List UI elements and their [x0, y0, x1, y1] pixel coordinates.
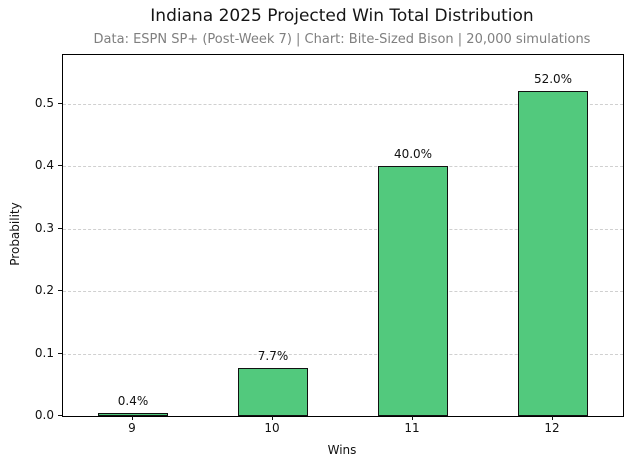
y-tick-label: 0.1 [34, 345, 54, 360]
bar-wins-11 [378, 166, 448, 416]
y-tick-mark [58, 415, 62, 416]
y-tick-mark [58, 102, 62, 104]
gridline [63, 228, 623, 230]
plot-area: 0.4% 7.7% 40.0% 52.0% [62, 54, 624, 417]
bar-value-label: 52.0% [533, 72, 573, 86]
bar-wins-9 [98, 413, 168, 416]
x-tick-label: 10 [264, 421, 280, 435]
x-tick-mark [552, 416, 553, 420]
bar-wins-12 [518, 91, 588, 416]
x-axis-label: Wins [327, 443, 357, 457]
y-tick-mark [58, 290, 62, 292]
x-tick-label: 12 [544, 421, 560, 435]
bar-value-label: 7.7% [257, 349, 289, 363]
x-tick-mark [132, 416, 133, 420]
bar-value-label: 40.0% [393, 147, 433, 161]
y-tick-label: 0.5 [34, 95, 54, 110]
x-tick-mark [412, 416, 413, 420]
x-tick-label: 9 [128, 421, 136, 435]
y-tick-label: 0.0 [34, 408, 54, 422]
x-tick-mark [272, 416, 273, 420]
y-tick-label: 0.2 [34, 283, 54, 298]
bar-value-label: 0.4% [117, 394, 149, 408]
y-tick-label: 0.4 [34, 158, 54, 173]
gridline [63, 291, 623, 293]
gridline [63, 103, 623, 105]
y-tick-label: 0.3 [34, 220, 54, 235]
gridline [63, 353, 623, 355]
y-tick-mark [58, 165, 62, 167]
chart-title: Indiana 2025 Projected Win Total Distrib… [150, 6, 534, 26]
chart-subtitle: Data: ESPN SP+ (Post-Week 7) | Chart: Bi… [93, 32, 591, 47]
gridline [63, 166, 623, 168]
x-tick-label: 11 [404, 421, 420, 435]
bar-wins-10 [238, 368, 308, 416]
y-tick-mark [58, 352, 62, 354]
y-tick-mark [58, 227, 62, 229]
